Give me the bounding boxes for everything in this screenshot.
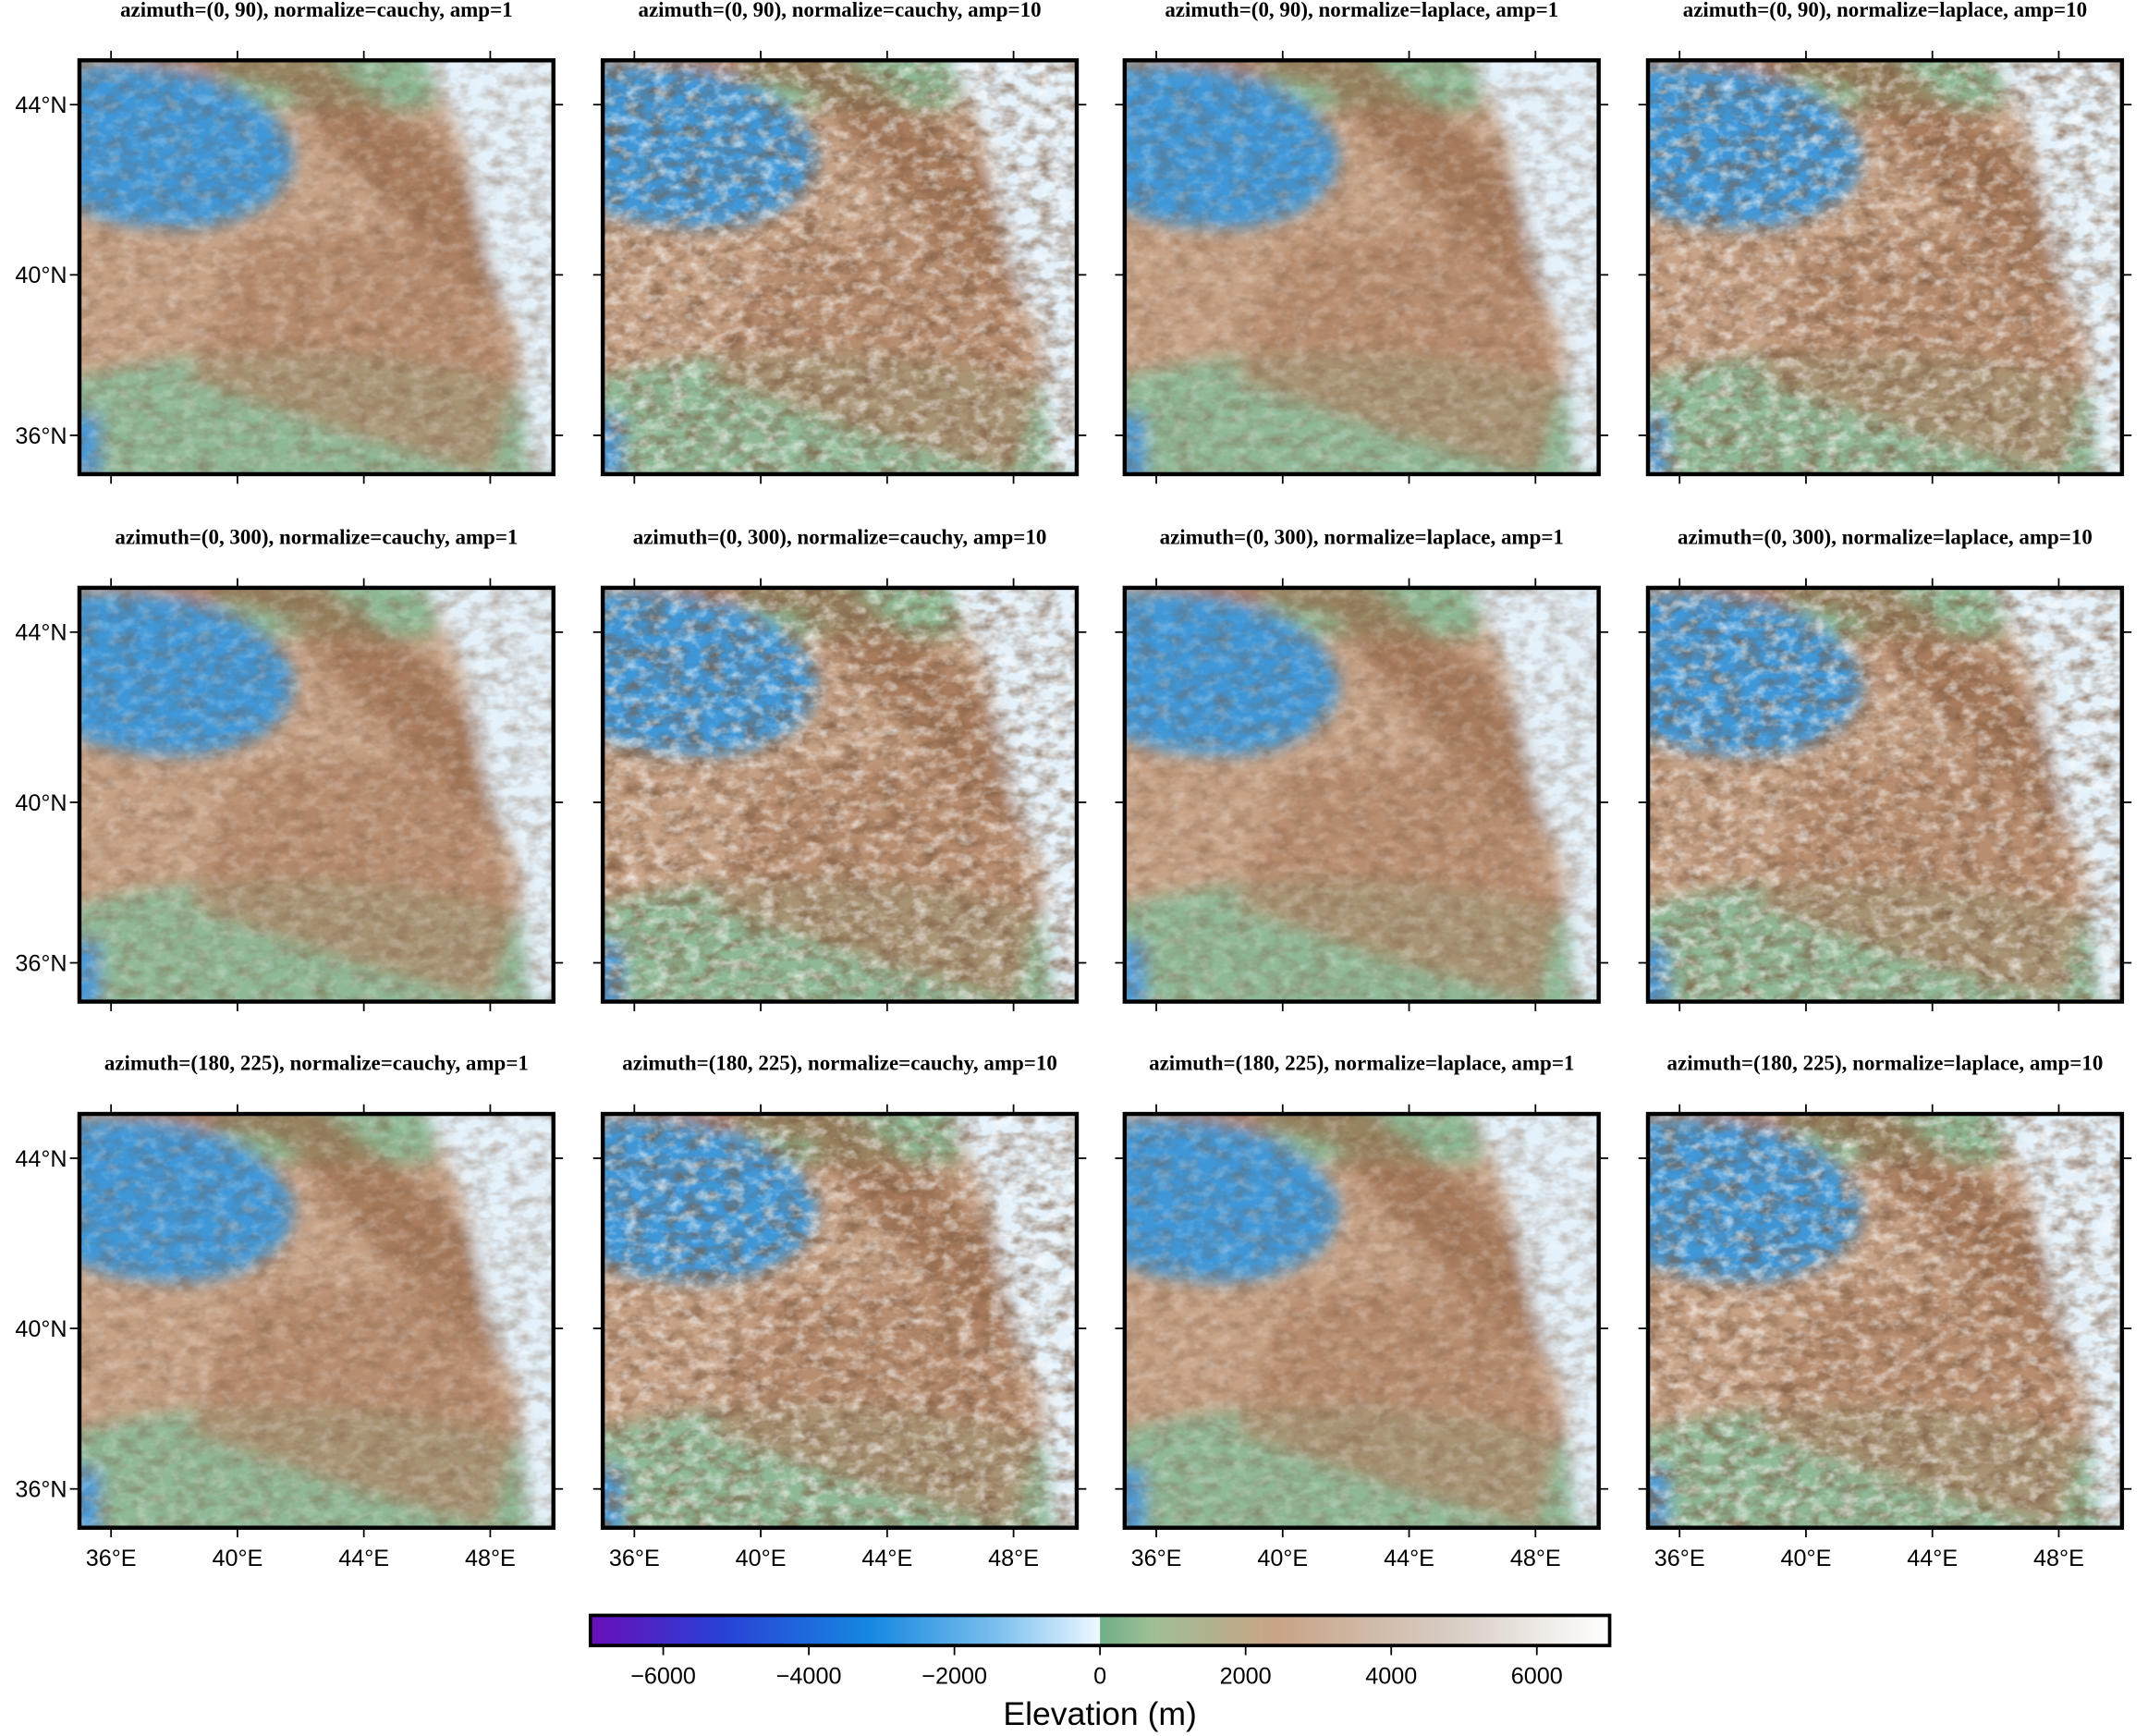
map-panel: azimuth=(180, 225), normalize=cauchy, am…	[494, 1052, 1124, 1614]
map-image	[0, 1100, 600, 1614]
hillshade-light	[603, 587, 1077, 1002]
colorbar-tick-label: −6000	[630, 1664, 696, 1690]
colorbar-tick-label: −2000	[921, 1664, 987, 1690]
map-image	[0, 574, 600, 1002]
map-panel: azimuth=(180, 225), normalize=laplace, a…	[1638, 1052, 2132, 1614]
map-image	[494, 46, 1124, 474]
map-panel: azimuth=(0, 300), normalize=laplace, amp…	[1115, 525, 1609, 1011]
hillshade-light	[1124, 1114, 1599, 1528]
hillshade-light	[79, 1114, 554, 1528]
map-frame	[600, 1111, 1080, 1530]
hillshade-light	[1648, 1114, 2122, 1528]
map-frame	[1645, 585, 2125, 1004]
lon-label: 44°E	[861, 1546, 912, 1571]
lon-label: 48°E	[2033, 1546, 2084, 1571]
map-image	[0, 46, 600, 474]
lat-label: 40°N	[15, 263, 67, 288]
lat-label: 40°N	[15, 1316, 67, 1342]
lon-label: 36°E	[1131, 1546, 1182, 1571]
map-panel: azimuth=(0, 90), normalize=cauchy, amp=1…	[0, 0, 600, 484]
colorbar: −6000 −4000 −2000 0 2000 4000 6000 Elevation (m…	[588, 1613, 1612, 1732]
panel-title: azimuth=(180, 225), normalize=cauchy, am…	[622, 1052, 1057, 1075]
panel-title: azimuth=(0, 90), normalize=cauchy, amp=1…	[639, 0, 1042, 21]
hillshade-light	[1124, 60, 1599, 474]
lat-label: 36°N	[15, 950, 67, 976]
lat-label: 40°N	[15, 790, 67, 816]
map-image	[1124, 46, 1599, 474]
panel-title: azimuth=(0, 90), normalize=laplace, amp=…	[1165, 0, 1558, 21]
lon-label: 36°E	[1654, 1546, 1705, 1571]
map-image	[1648, 1100, 2122, 1614]
map-image	[1124, 574, 1599, 1002]
lon-label: 40°E	[1257, 1546, 1308, 1571]
lon-label: 48°E	[988, 1546, 1039, 1571]
map-image	[494, 574, 1124, 1002]
map-panel: azimuth=(0, 300), normalize=cauchy, amp=…	[0, 525, 600, 1011]
hillshade-light	[79, 60, 554, 474]
lon-label: 48°E	[1510, 1546, 1561, 1571]
lon-label: 44°E	[338, 1546, 389, 1571]
map-frame	[1122, 585, 1601, 1004]
map-frame	[600, 585, 1080, 1004]
colorbar-tick-label: 2000	[1220, 1664, 1272, 1690]
colorbar-tick-label: 6000	[1511, 1664, 1563, 1690]
panel-title: azimuth=(180, 225), normalize=cauchy, am…	[104, 1052, 529, 1075]
map-panel: azimuth=(0, 300), normalize=laplace, amp…	[1638, 525, 2132, 1011]
lat-label: 36°N	[15, 423, 67, 449]
map-panel: azimuth=(180, 225), normalize=laplace, a…	[1115, 1052, 1609, 1614]
panel-title: azimuth=(0, 300), normalize=cauchy, amp=…	[633, 525, 1047, 548]
map-panel: azimuth=(0, 90), normalize=cauchy, amp=1…	[494, 0, 1124, 484]
lon-label: 40°E	[736, 1546, 787, 1571]
lat-label: 44°N	[15, 620, 67, 646]
hillshade-light	[1124, 587, 1599, 1002]
hillshade-light	[603, 1114, 1077, 1528]
lon-label: 36°E	[609, 1546, 660, 1571]
lat-label: 44°N	[15, 1146, 67, 1172]
panel-title: azimuth=(0, 90), normalize=cauchy, amp=1	[120, 0, 513, 21]
colorbar-tick-label: −4000	[776, 1664, 842, 1690]
map-image	[1124, 1100, 1599, 1614]
map-frame	[77, 585, 556, 1004]
colorbar-label: Elevation (m)	[1003, 1695, 1197, 1732]
map-frame	[77, 58, 556, 477]
map-frame	[600, 58, 1080, 477]
map-panel: azimuth=(0, 90), normalize=laplace, amp=…	[1115, 0, 1609, 484]
lat-label: 44°N	[15, 92, 67, 118]
panel-title: azimuth=(180, 225), normalize=laplace, a…	[1149, 1052, 1574, 1075]
colorbar-positive	[1100, 1615, 1610, 1646]
map-frame	[1122, 1111, 1601, 1530]
lon-label: 44°E	[1384, 1546, 1434, 1571]
lon-label: 48°E	[465, 1546, 516, 1571]
hillshade-light	[1648, 587, 2122, 1002]
lon-label: 40°E	[1781, 1546, 1832, 1571]
map-frame	[1122, 58, 1601, 477]
panel-title: azimuth=(0, 300), normalize=laplace, amp…	[1678, 525, 2093, 548]
colorbar-tick-label: 0	[1093, 1664, 1106, 1690]
map-image	[494, 1100, 1124, 1614]
hillshade-light	[1648, 60, 2122, 474]
panel-title: azimuth=(0, 300), normalize=laplace, amp…	[1160, 525, 1564, 548]
colorbar-negative	[590, 1615, 1101, 1646]
panel-title: azimuth=(0, 300), normalize=cauchy, amp=…	[115, 525, 518, 548]
map-panel: azimuth=(0, 300), normalize=cauchy, amp=…	[494, 525, 1124, 1011]
hillshade-light	[603, 60, 1077, 474]
map-frame	[1645, 1111, 2125, 1530]
lon-label: 40°E	[212, 1546, 262, 1571]
panel-title: azimuth=(0, 90), normalize=laplace, amp=…	[1683, 0, 2087, 21]
hillshade-light	[79, 587, 554, 1002]
map-panel: azimuth=(0, 90), normalize=laplace, amp=…	[1638, 0, 2132, 484]
map-frame	[1645, 58, 2125, 477]
map-panel: azimuth=(180, 225), normalize=cauchy, am…	[0, 1052, 600, 1614]
map-image	[1648, 574, 2122, 1002]
lon-label: 36°E	[86, 1546, 137, 1571]
panel-title: azimuth=(180, 225), normalize=laplace, a…	[1667, 1052, 2104, 1075]
lon-label: 44°E	[1907, 1546, 1958, 1571]
map-frame	[77, 1111, 556, 1530]
lat-label: 36°N	[15, 1477, 67, 1503]
colorbar-tick-label: 4000	[1365, 1664, 1417, 1690]
map-image	[1648, 46, 2122, 474]
